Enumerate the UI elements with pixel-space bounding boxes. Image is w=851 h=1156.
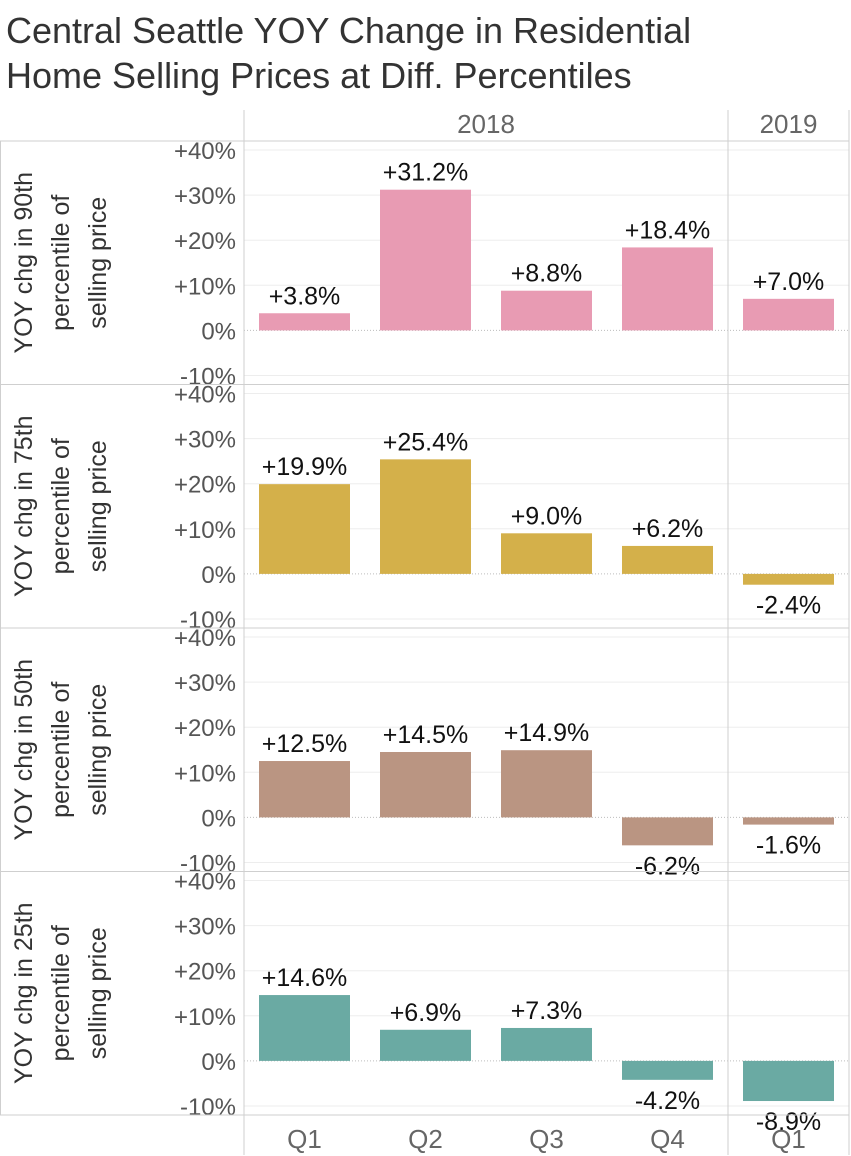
chart-title-line-1: Central Seattle YOY Change in Residentia… — [6, 10, 692, 51]
panel-label-line: selling price — [84, 684, 112, 816]
data-label: +6.9% — [390, 999, 462, 1027]
bar — [501, 533, 592, 574]
data-label: -6.2% — [635, 852, 700, 880]
data-label: +14.9% — [504, 719, 590, 747]
data-label: -8.9% — [756, 1108, 821, 1136]
y-tick-label: +30% — [174, 670, 236, 697]
data-label: +25.4% — [383, 428, 469, 456]
y-tick-label: +20% — [174, 472, 236, 499]
data-label: +3.8% — [269, 282, 341, 310]
y-tick-label: +30% — [174, 183, 236, 210]
y-tick-label: -10% — [180, 1094, 236, 1121]
bar — [622, 817, 713, 846]
y-tick-label: +20% — [174, 959, 236, 986]
y-tick-label: +40% — [174, 138, 236, 165]
panel-label-line: YOY chg in 25th — [10, 902, 38, 1084]
x-tick-label-q2: Q2 — [408, 1124, 443, 1154]
y-tick-label: 0% — [201, 805, 236, 832]
y-tick-label: +20% — [174, 228, 236, 255]
y-tick-label: +10% — [174, 1004, 236, 1031]
x-tick-label-q3: Q3 — [529, 1124, 564, 1154]
bar — [501, 750, 592, 818]
y-tick-label: 0% — [201, 1049, 236, 1076]
panel-1: +40% +30% +20% +10% 0% -10% YOY chg in 90th per… — [10, 138, 849, 390]
y-tick-label: +10% — [174, 517, 236, 544]
chart-title: Central Seattle YOY Change in Residentia… — [6, 8, 846, 98]
year-label-2019: 2019 — [760, 109, 818, 139]
y-tick-label: +10% — [174, 760, 236, 787]
panel-label-line: selling price — [84, 197, 112, 329]
y-tick-label: +20% — [174, 715, 236, 742]
data-label: +8.8% — [511, 260, 583, 288]
data-label: +18.4% — [625, 216, 711, 244]
panel-label-line: YOY chg in 50th — [10, 659, 38, 841]
data-label: +12.5% — [262, 730, 348, 758]
panel-label-line: percentile of — [47, 438, 75, 574]
bar — [380, 1029, 471, 1061]
y-tick-label: -10% — [180, 850, 236, 877]
data-label: +7.3% — [511, 997, 583, 1025]
data-label: +19.9% — [262, 453, 348, 481]
y-tick-label: 0% — [201, 562, 236, 589]
bar — [259, 761, 350, 818]
panel-2: +40% +30% +20% +10% 0% -10% YOY chg in 75th per… — [10, 382, 849, 634]
bar — [501, 290, 592, 331]
data-label: +31.2% — [383, 159, 469, 187]
bar — [743, 817, 834, 825]
data-label: +6.2% — [632, 515, 704, 543]
bar — [743, 1060, 834, 1102]
data-label: +7.0% — [753, 268, 825, 296]
x-tick-label-q1: Q1 — [771, 1124, 806, 1154]
bar — [743, 298, 834, 331]
data-label: -2.4% — [756, 592, 821, 620]
x-tick-label-q1: Q1 — [287, 1124, 322, 1154]
bar — [622, 1060, 713, 1080]
panel-label-line: YOY chg in 75th — [10, 415, 38, 597]
bar — [501, 1027, 592, 1061]
chart-title-line-2: Home Selling Prices at Diff. Percentiles — [6, 55, 632, 96]
y-tick-label: +10% — [174, 273, 236, 300]
y-tick-label: +30% — [174, 914, 236, 941]
data-label: -1.6% — [756, 832, 821, 860]
y-tick-label: +40% — [174, 869, 236, 896]
y-tick-label: 0% — [201, 318, 236, 345]
panel-label-line: percentile of — [47, 682, 75, 818]
data-label: +14.5% — [383, 721, 469, 749]
x-tick-label-q4: Q4 — [650, 1124, 685, 1154]
bar — [622, 545, 713, 574]
year-label-2018: 2018 — [457, 109, 515, 139]
data-label: +9.0% — [511, 502, 583, 530]
data-label: -4.2% — [635, 1087, 700, 1115]
bar — [259, 484, 350, 574]
panel-label-line: YOY chg in 90th — [10, 172, 38, 354]
y-tick-label: +30% — [174, 427, 236, 454]
bar — [259, 995, 350, 1061]
y-tick-label: +40% — [174, 625, 236, 652]
panel-3: +40% +30% +20% +10% 0% -10% YOY chg in 50th per… — [10, 625, 849, 880]
y-tick-label: -10% — [180, 363, 236, 390]
panel-label-line: percentile of — [47, 925, 75, 1061]
y-tick-label: -10% — [180, 607, 236, 634]
panel-label-line: selling price — [84, 927, 112, 1059]
data-label: +14.6% — [262, 964, 348, 992]
bar — [380, 459, 471, 574]
panel-label-line: percentile of — [47, 195, 75, 331]
panel-4: +40% +30% +20% +10% 0% -10% YOY chg in 25th per… — [10, 869, 849, 1136]
bar — [380, 189, 471, 331]
bar — [259, 313, 350, 331]
panel-label-line: selling price — [84, 440, 112, 572]
bar — [622, 247, 713, 331]
bar — [743, 573, 834, 585]
bar — [380, 752, 471, 818]
y-tick-label: +40% — [174, 382, 236, 409]
